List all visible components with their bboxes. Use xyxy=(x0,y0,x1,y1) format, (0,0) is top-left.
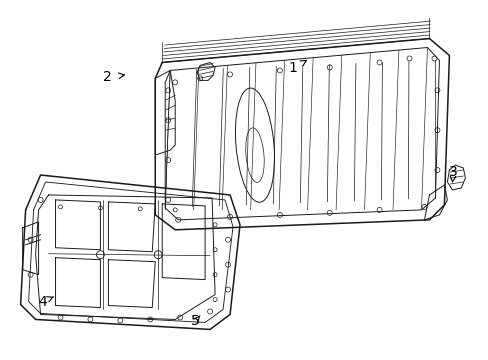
Text: 5: 5 xyxy=(190,314,199,328)
Text: 4: 4 xyxy=(38,294,47,309)
Text: 3: 3 xyxy=(448,165,457,179)
Text: 1: 1 xyxy=(288,62,297,76)
Text: 2: 2 xyxy=(103,71,112,84)
